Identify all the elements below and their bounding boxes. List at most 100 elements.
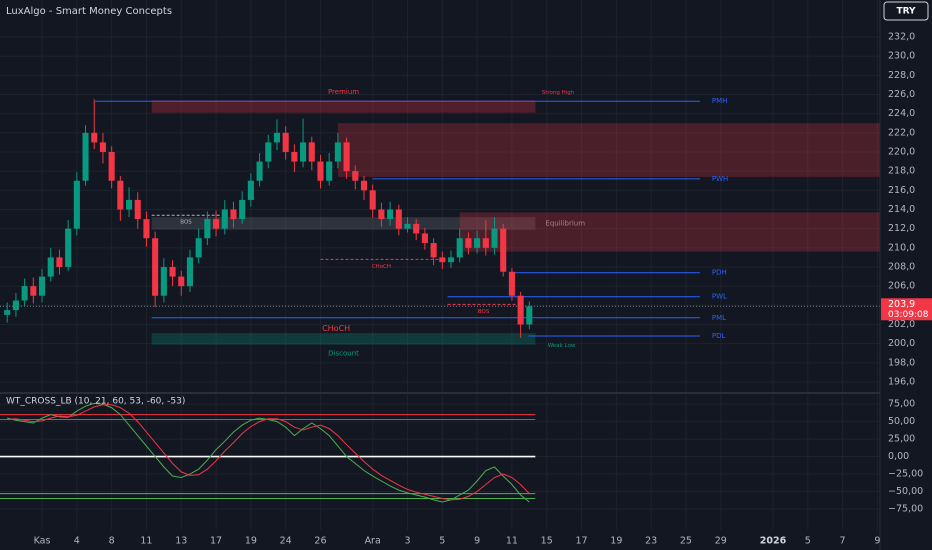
structure-label: BOS (478, 309, 490, 315)
candle-body (99, 142, 106, 152)
x-tick-label: 2026 (760, 536, 787, 547)
candle-body (38, 276, 46, 296)
candle-body (474, 238, 481, 248)
candle-body (500, 228, 507, 272)
zone (151, 217, 536, 230)
x-tick-label: 9 (874, 536, 880, 547)
annotation: Weak Low (548, 343, 576, 349)
zone-label: Premium (328, 88, 359, 96)
zone (151, 100, 536, 113)
y-tick-label: 198,0 (888, 357, 915, 368)
level-label: PDH (712, 269, 727, 277)
x-tick-label: 4 (74, 536, 80, 547)
candle-body (482, 238, 489, 248)
candle-body (12, 300, 19, 311)
candle-body (352, 171, 359, 181)
candle-body (465, 238, 472, 248)
x-tick-label: 9 (474, 536, 480, 547)
x-tick-label: 15 (541, 536, 553, 547)
candle-body (395, 209, 402, 229)
y-tick-label: 202,0 (888, 319, 915, 330)
candle-body (213, 219, 220, 229)
x-tick-label: Ara (365, 536, 381, 547)
structure-label: BOS (180, 220, 192, 226)
candle-body (247, 180, 254, 200)
x-tick-label: 26 (314, 536, 326, 547)
level-label: PMH (712, 97, 728, 105)
y2-tick-label: 75,00 (888, 399, 915, 410)
level-label: PWL (712, 293, 727, 301)
zones: Premium Equilibrium Discount PMH PWH PDH PWL PM… (95, 88, 881, 358)
y-tick-label: 208,0 (888, 261, 915, 272)
candle-body (169, 266, 176, 277)
candle-body (517, 295, 524, 325)
y-tick-label: 212,0 (888, 223, 915, 234)
candle-body (65, 228, 72, 267)
grid (0, 0, 880, 530)
x-tick-label: 23 (645, 536, 657, 547)
candle-body (186, 257, 194, 287)
y-tick-label: 220,0 (888, 146, 915, 157)
x-tick-label: 5 (439, 536, 445, 547)
x-tick-label: 5 (805, 536, 811, 547)
y-tick-label: 214,0 (888, 204, 915, 215)
candle-body (387, 209, 394, 220)
candle-body (230, 209, 237, 220)
oscillator-pane (0, 402, 536, 503)
annotation: Strong High (542, 90, 575, 96)
candle-body (447, 257, 455, 263)
candle-body (21, 286, 28, 301)
candle-body (308, 142, 315, 162)
zone-label: Equilibrium (545, 219, 585, 227)
candle-body (30, 286, 37, 296)
x-tick-label: 13 (175, 536, 187, 547)
candle-body (126, 199, 133, 210)
y2-tick-label: 0,00 (888, 451, 909, 462)
candle-body (291, 151, 298, 162)
candle-body (360, 180, 368, 191)
y-tick-label: 226,0 (888, 89, 915, 100)
level-label: PWH (712, 175, 728, 183)
y2-tick-label: −25,00 (888, 469, 923, 480)
y-tick-label: 230,0 (888, 51, 915, 62)
candle-body (300, 142, 307, 162)
countdown: 03:09:08 (888, 310, 929, 320)
candle-body (430, 243, 437, 258)
candle-body (134, 199, 141, 220)
candle-body (282, 132, 289, 152)
x-tick-label: 17 (575, 536, 587, 547)
chart-title: LuxAlgo - Smart Money Concepts (6, 6, 172, 17)
y-tick-label: 206,0 (888, 281, 915, 292)
candle-body (82, 132, 89, 181)
y-tick-label: 200,0 (888, 338, 915, 349)
candle-body (334, 142, 341, 162)
axes: 196,0198,0200,0202,0204,0206,0208,0210,0… (34, 31, 932, 547)
level-label: PML (712, 314, 726, 322)
y2-tick-label: −75,00 (888, 504, 923, 515)
candle-body (439, 257, 446, 263)
candle-body (456, 238, 463, 258)
y2-tick-label: 50,00 (888, 416, 915, 427)
candle-body (143, 219, 150, 239)
candle-body (273, 132, 281, 143)
zone (337, 123, 881, 177)
x-tick-label: 11 (140, 536, 152, 547)
annotation: CHoCH (322, 324, 350, 333)
oscillator-title: WT_CROSS_LB (10, 21, 60, 53, -60, -53) (6, 397, 185, 407)
candle-body (413, 223, 420, 234)
zone-label: Discount (328, 350, 359, 358)
y-tick-label: 232,0 (888, 31, 915, 42)
candle-body (404, 223, 411, 229)
currency[interactable]: TRY (896, 7, 916, 17)
candle-body (204, 219, 211, 239)
candle-body (73, 180, 80, 229)
x-tick-label: 11 (506, 536, 518, 547)
candle-body (326, 161, 333, 181)
candle-body (239, 199, 246, 220)
currency-box[interactable] (883, 1, 929, 21)
candle-body (343, 142, 350, 172)
x-tick-label: 8 (109, 536, 115, 547)
candle-body (221, 209, 228, 229)
